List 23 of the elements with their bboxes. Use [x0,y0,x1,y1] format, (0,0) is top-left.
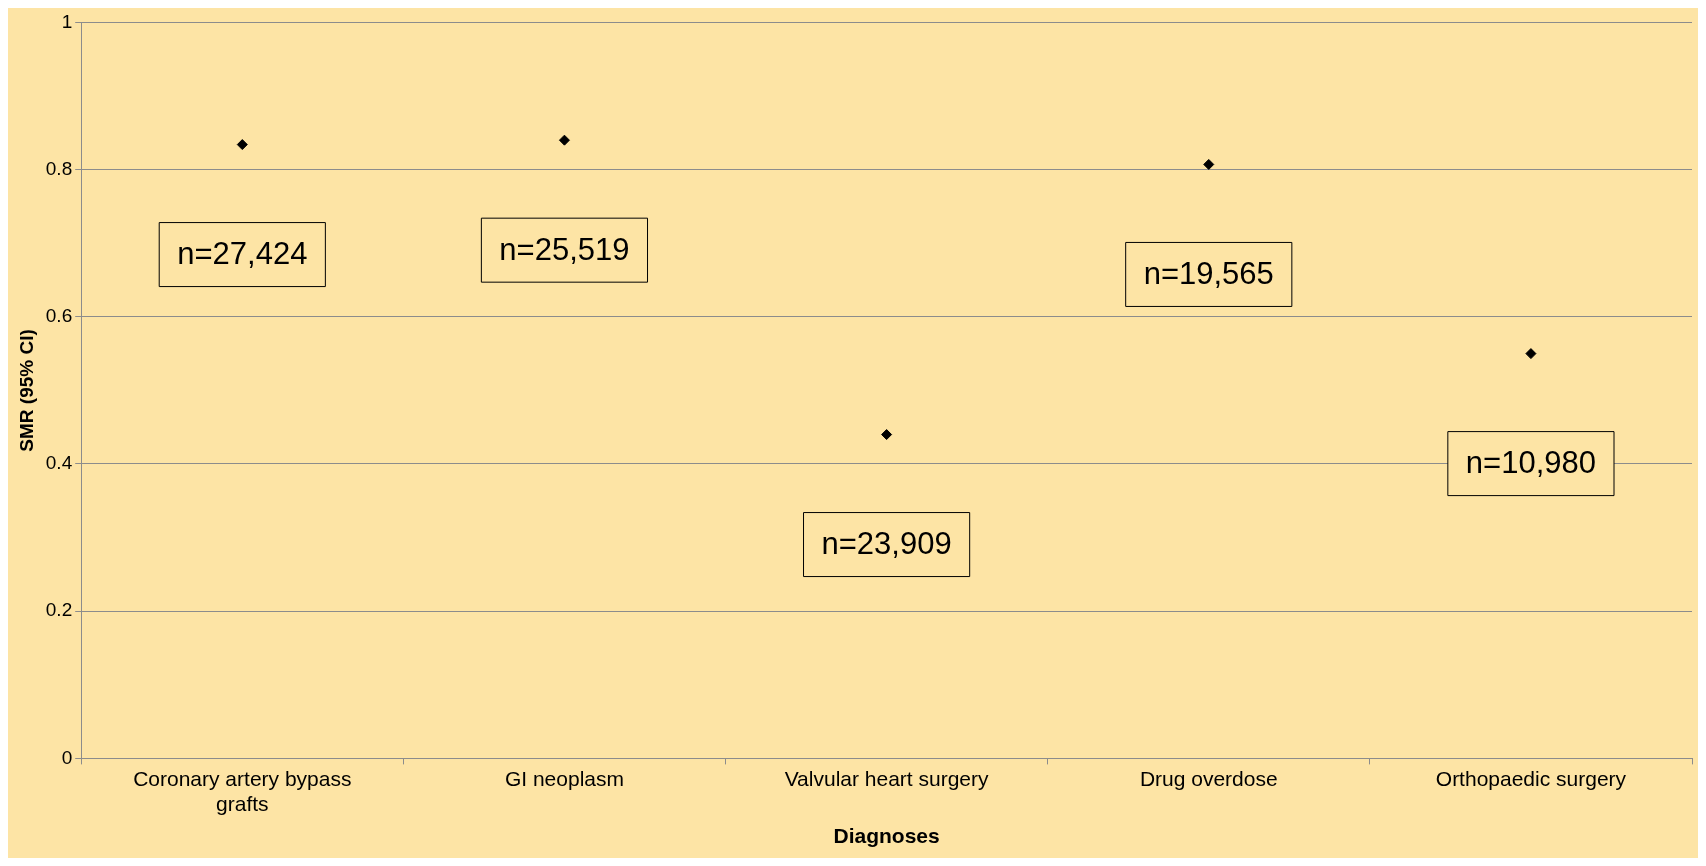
y-tick-label: 0.8 [45,157,73,179]
y-tick-label: 0.2 [45,599,73,621]
annotation: n=10,980 [1465,445,1597,481]
x-tick-label: Drug overdose [1139,766,1278,790]
y-tick-label: 0.6 [45,305,73,327]
x-tick-label: Orthopaedic surgery [1435,766,1627,790]
y-tick-label: 1 [61,10,73,32]
point [1203,158,1215,170]
point [236,139,248,151]
annotation: n=19,565 [1143,255,1274,291]
point [881,429,893,441]
x-axis-title: Diagnoses [833,824,940,848]
annotation: n=27,424 [177,236,308,272]
annotation: n=23,909 [821,526,952,562]
annotation: n=25,519 [499,231,630,267]
x-tick-label: GI neoplasm [504,766,624,790]
y-tick-label: 0.4 [45,452,73,474]
point [558,134,570,146]
x-tick-label: Valvular heart surgery [784,766,990,790]
point [1525,348,1537,360]
y-tick-label: 0 [61,746,73,768]
y-axis-title: SMR (95% CI) [15,329,37,452]
x-tick-label: Coronary artery bypass grafts [133,766,352,815]
